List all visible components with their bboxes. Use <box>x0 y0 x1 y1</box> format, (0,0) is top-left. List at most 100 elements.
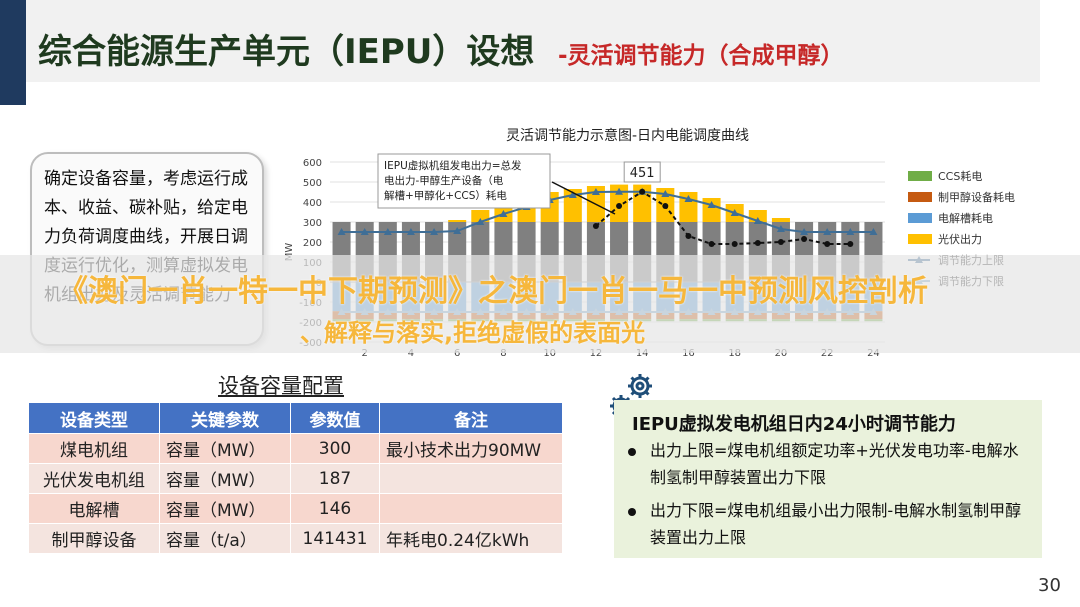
upper-limit-line-point <box>707 201 716 208</box>
peak-label-box <box>623 161 661 183</box>
x-tick-label: 10 <box>543 348 556 358</box>
legend-swatch <box>908 192 932 202</box>
iepu-output-line-point <box>777 239 784 245</box>
upper-limit-line-point <box>661 190 670 197</box>
x-tick-label: 20 <box>775 348 788 358</box>
y-tick-label: 500 <box>303 178 322 189</box>
iepu-output-line-point <box>639 188 646 195</box>
page-subtitle: -灵活调节能力（合成甲醇） <box>558 43 844 69</box>
legend-swatch <box>908 171 932 181</box>
legend-label: 电解槽耗电 <box>938 211 993 225</box>
bullet-dot <box>628 508 636 516</box>
bullet-lower-limit: 出力下限=煤电机组最小出力限制-电解水制氢制甲醇装置出力上限 <box>650 501 1022 547</box>
x-tick-label: 22 <box>821 348 834 358</box>
annotation-arrow <box>551 181 616 215</box>
x-tick-label: 18 <box>728 348 741 358</box>
upper-limit-line-point <box>499 210 508 217</box>
table-row: 光伏发电机组 容量（MW） 187 <box>28 463 563 494</box>
table-header-cell: 设备类型 <box>28 402 160 434</box>
annotation-text: 解槽+甲醇化+CCS）耗电 <box>384 189 507 202</box>
bullet-upper-limit: 出力上限=煤电机组额定功率+光伏发电功率-电解水制氢制甲醇装置出力下限 <box>650 441 1019 487</box>
table-cell: 容量（MW） <box>159 433 291 464</box>
upper-limit-line-point <box>453 227 462 234</box>
table-cell <box>379 493 563 524</box>
x-tick-label: 4 <box>408 348 414 358</box>
upper-limit-line-point <box>615 187 624 195</box>
y-tick-label: 300 <box>303 218 322 229</box>
upper-limit-line-point <box>800 228 809 235</box>
upper-limit-line-point <box>430 228 439 235</box>
upper-limit-line-point <box>684 195 693 202</box>
table-header-cell: 关键参数 <box>159 402 291 434</box>
y-tick-label: 600 <box>303 158 322 169</box>
x-tick-label: 16 <box>682 348 695 358</box>
table-row: 电解槽 容量（MW） 146 <box>28 493 563 524</box>
table-header-cell: 备注 <box>379 402 563 434</box>
panel-title: IEPU虚拟发电机组日内24小时调节能力 <box>632 414 956 435</box>
upper-limit-line-point <box>730 209 739 216</box>
upper-limit-line-point <box>360 228 369 235</box>
table-cell: 制甲醇设备 <box>28 523 160 554</box>
watermark-band <box>0 255 1080 353</box>
x-tick-label: 8 <box>500 348 506 358</box>
table-caption: 设备容量配置 <box>218 374 344 398</box>
annotation-box <box>377 153 551 209</box>
x-tick-label: 14 <box>636 348 649 358</box>
table-cell: 146 <box>290 493 380 524</box>
annotation-text: IEPU虚拟机组发电出力=总发 <box>384 159 522 172</box>
legend-label: 光伏出力 <box>938 232 982 246</box>
table-cell: 容量（MW） <box>159 463 291 494</box>
bar-pv <box>471 210 490 222</box>
adjustment-panel <box>614 400 1042 558</box>
legend-swatch <box>908 234 932 244</box>
x-tick-label: 24 <box>867 348 880 358</box>
legend-label: 制甲醇设备耗电 <box>938 190 1015 204</box>
y-tick-label: 400 <box>303 198 322 209</box>
page-number: 30 <box>1038 575 1061 596</box>
upper-limit-line-point <box>591 188 600 195</box>
table-cell: 187 <box>290 463 380 494</box>
x-tick-label: 12 <box>590 348 603 358</box>
table-cell: 光伏发电机组 <box>28 463 160 494</box>
iepu-output-line-point <box>731 241 738 247</box>
y-tick-label: 200 <box>303 238 322 249</box>
upper-limit-line-point <box>869 228 878 235</box>
upper-limit-line-point <box>823 228 832 235</box>
bar-pv <box>563 189 582 222</box>
iepu-output-line-point <box>662 203 669 209</box>
watermark-text-line2: 、解释与落实,拒绝虚假的表面光 <box>300 319 646 347</box>
peak-label: 451 <box>630 166 655 181</box>
upper-limit-line-point <box>337 228 346 235</box>
upper-limit-line-point <box>476 218 485 225</box>
iepu-output-line-point <box>824 241 831 247</box>
iepu-output-line-point <box>708 241 715 247</box>
table-cell: 年耗电0.24亿kWh <box>379 523 563 554</box>
iepu-output-line-point <box>847 241 854 247</box>
title-accent-bar <box>0 0 26 105</box>
bar-pv <box>771 218 790 222</box>
upper-limit-line-point <box>406 228 415 235</box>
iepu-output-line-point <box>616 203 623 209</box>
table-cell: 300 <box>290 433 380 464</box>
table-row: 制甲醇设备 容量（t/a） 141431 年耗电0.24亿kWh <box>28 523 563 554</box>
upper-limit-line-point <box>383 228 392 235</box>
page-title: 综合能源生产单元（IEPU）设想 <box>38 32 535 72</box>
upper-limit-line-point <box>753 217 762 224</box>
iepu-output-line-point <box>592 223 599 229</box>
bullet-dot <box>628 448 636 456</box>
table-cell: 141431 <box>290 523 380 554</box>
legend-swatch <box>908 213 932 223</box>
upper-limit-line <box>341 190 874 233</box>
table-cell: 电解槽 <box>28 493 160 524</box>
y-axis-label: MW <box>284 243 295 262</box>
table-cell: 容量（MW） <box>159 493 291 524</box>
iepu-output-line-point <box>754 240 761 246</box>
title-bar <box>0 0 1040 82</box>
table-cell: 最小技术出力90MW <box>379 433 563 464</box>
upper-limit-line-point <box>846 228 855 235</box>
capacity-table: 设备类型 关键参数 参数值 备注 煤电机组 容量（MW） 300 最小技术出力9… <box>28 402 563 554</box>
iepu-output-line-point <box>801 236 808 242</box>
x-tick-label: 6 <box>454 348 460 358</box>
annotation-text: 电出力-甲醇生产设备（电 <box>384 174 504 187</box>
x-tick-label: 2 <box>362 348 368 358</box>
